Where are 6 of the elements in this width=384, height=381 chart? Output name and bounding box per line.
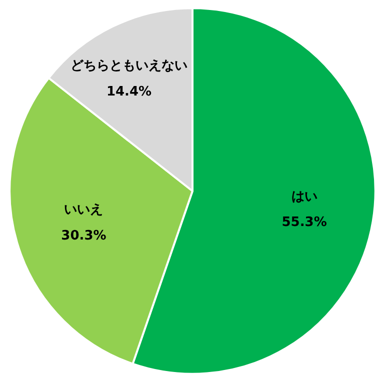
slice-label: どちらともいえない <box>70 58 188 74</box>
data-label: 30.3% <box>61 228 106 244</box>
slice-label: はい <box>291 190 318 204</box>
data-label: 55.3% <box>282 215 327 230</box>
data-label: 14.4% <box>106 84 152 100</box>
slice-label: いいえ <box>64 202 104 218</box>
